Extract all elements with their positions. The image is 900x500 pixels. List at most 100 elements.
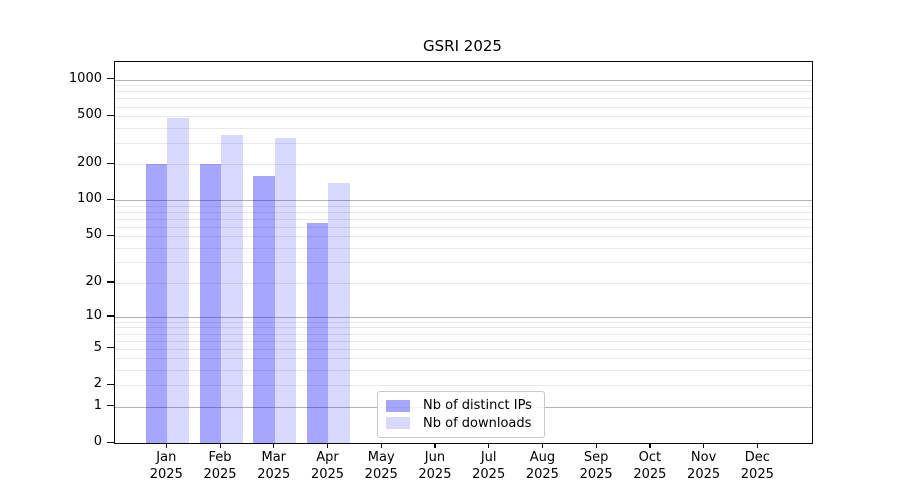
x-tick-mark bbox=[380, 443, 382, 448]
x-tick-month: Nov bbox=[690, 450, 717, 465]
x-tick-month: Mar bbox=[261, 450, 287, 465]
x-tick-mark bbox=[219, 443, 221, 448]
y-tick-mark bbox=[107, 114, 114, 116]
x-tick-mark bbox=[488, 443, 490, 448]
minor-gridline bbox=[115, 247, 812, 249]
x-tick-mark bbox=[649, 443, 651, 448]
x-tick-label: Apr 2025 bbox=[295, 449, 359, 483]
minor-gridline bbox=[115, 370, 812, 372]
x-tick-month: Jun bbox=[424, 450, 446, 465]
y-tick-label: 20 bbox=[85, 273, 102, 289]
x-tick-label: Dec 2025 bbox=[725, 449, 789, 483]
x-tick-label: May 2025 bbox=[349, 449, 413, 483]
x-tick-mark bbox=[756, 443, 759, 448]
minor-gridline bbox=[115, 142, 812, 144]
x-tick-mark bbox=[165, 443, 167, 448]
minor-gridline bbox=[115, 205, 812, 207]
x-tick-mark bbox=[326, 443, 329, 448]
x-tick-label: Aug 2025 bbox=[510, 449, 574, 483]
x-tick-year: 2025 bbox=[364, 467, 398, 482]
minor-gridline bbox=[115, 262, 812, 264]
x-tick-mark bbox=[434, 443, 436, 448]
y-tick-label: 200 bbox=[77, 155, 102, 171]
minor-gridline bbox=[115, 218, 812, 220]
x-tick-year: 2025 bbox=[418, 467, 452, 482]
y-tick-mark bbox=[107, 315, 114, 317]
y-tick-mark bbox=[107, 162, 114, 164]
x-tick-year: 2025 bbox=[472, 467, 506, 482]
y-tick-mark bbox=[107, 234, 114, 236]
legend-label-distinct-ips: Nb of distinct IPs bbox=[423, 398, 532, 414]
x-tick-label: Jun 2025 bbox=[403, 449, 467, 483]
x-tick-year: 2025 bbox=[740, 467, 774, 482]
x-tick-month: Aug bbox=[529, 450, 556, 465]
y-tick-label: 5 bbox=[93, 339, 102, 355]
x-tick-label: Feb 2025 bbox=[188, 449, 252, 483]
x-tick-month: May bbox=[367, 450, 395, 465]
minor-gridline bbox=[115, 321, 812, 323]
x-tick-mark bbox=[541, 443, 544, 448]
x-tick-year: 2025 bbox=[633, 467, 667, 482]
y-tick-mark bbox=[107, 441, 114, 443]
y-tick-mark bbox=[107, 198, 114, 200]
x-tick-label: Jul 2025 bbox=[457, 449, 521, 483]
x-tick-mark bbox=[703, 443, 705, 448]
minor-gridline bbox=[115, 333, 812, 335]
x-tick-label: Nov 2025 bbox=[672, 449, 736, 483]
y-tick-label: 1000 bbox=[68, 70, 102, 86]
minor-gridline bbox=[115, 385, 812, 387]
y-tick-mark bbox=[107, 78, 114, 80]
x-tick-year: 2025 bbox=[525, 467, 559, 482]
x-tick-mark bbox=[595, 443, 597, 448]
y-tick-label: 2 bbox=[93, 376, 102, 392]
y-tick-label: 50 bbox=[85, 227, 102, 243]
minor-gridline bbox=[115, 226, 812, 228]
major-gridline bbox=[115, 200, 812, 202]
x-tick-label: Mar 2025 bbox=[242, 449, 306, 483]
bar-feb-distinct-ips bbox=[199, 164, 222, 443]
x-tick-year: 2025 bbox=[310, 467, 345, 482]
x-tick-month: Feb bbox=[208, 450, 232, 465]
x-tick-year: 2025 bbox=[149, 467, 183, 482]
plot-area bbox=[114, 61, 813, 444]
bar-apr-distinct-ips bbox=[306, 222, 329, 443]
y-tick-label: 10 bbox=[85, 307, 102, 323]
minor-gridline bbox=[115, 106, 812, 108]
y-tick-label: 500 bbox=[77, 107, 102, 123]
x-tick-month: Sep bbox=[583, 450, 609, 465]
x-tick-month: Jul bbox=[480, 450, 497, 465]
x-tick-label: Jan 2025 bbox=[134, 449, 198, 483]
x-tick-month: Apr bbox=[316, 450, 339, 465]
legend-swatch-distinct-ips-icon bbox=[386, 399, 410, 412]
y-tick-mark bbox=[107, 347, 114, 349]
major-gridline bbox=[115, 79, 812, 81]
minor-gridline bbox=[115, 211, 812, 213]
major-gridline bbox=[115, 316, 812, 318]
x-tick-year: 2025 bbox=[579, 467, 613, 482]
x-tick-label: Sep 2025 bbox=[564, 449, 628, 483]
minor-gridline bbox=[115, 282, 812, 284]
minor-gridline bbox=[115, 164, 812, 166]
minor-gridline bbox=[115, 116, 812, 118]
x-tick-month: Dec bbox=[744, 450, 770, 465]
minor-gridline bbox=[115, 127, 812, 129]
x-tick-label: Oct 2025 bbox=[618, 449, 682, 483]
x-tick-year: 2025 bbox=[687, 467, 721, 482]
x-tick-year: 2025 bbox=[257, 467, 291, 482]
bar-mar-distinct-ips bbox=[253, 175, 275, 443]
minor-gridline bbox=[115, 340, 812, 342]
minor-gridline bbox=[115, 327, 812, 329]
minor-gridline bbox=[115, 358, 812, 360]
bar-apr-downloads bbox=[328, 182, 350, 443]
minor-gridline bbox=[115, 98, 812, 100]
y-tick-mark bbox=[107, 383, 114, 385]
x-tick-month: Oct bbox=[638, 450, 662, 465]
y-tick-label: 100 bbox=[77, 191, 102, 207]
chart-title: GSRI 2025 bbox=[423, 37, 502, 55]
bar-feb-downloads bbox=[221, 134, 243, 443]
legend-label-downloads: Nb of downloads bbox=[423, 415, 532, 431]
y-tick-label: 0 bbox=[93, 434, 102, 449]
legend-item-distinct-ips: Nb of distinct IPs bbox=[386, 397, 536, 415]
minor-gridline bbox=[115, 236, 812, 238]
